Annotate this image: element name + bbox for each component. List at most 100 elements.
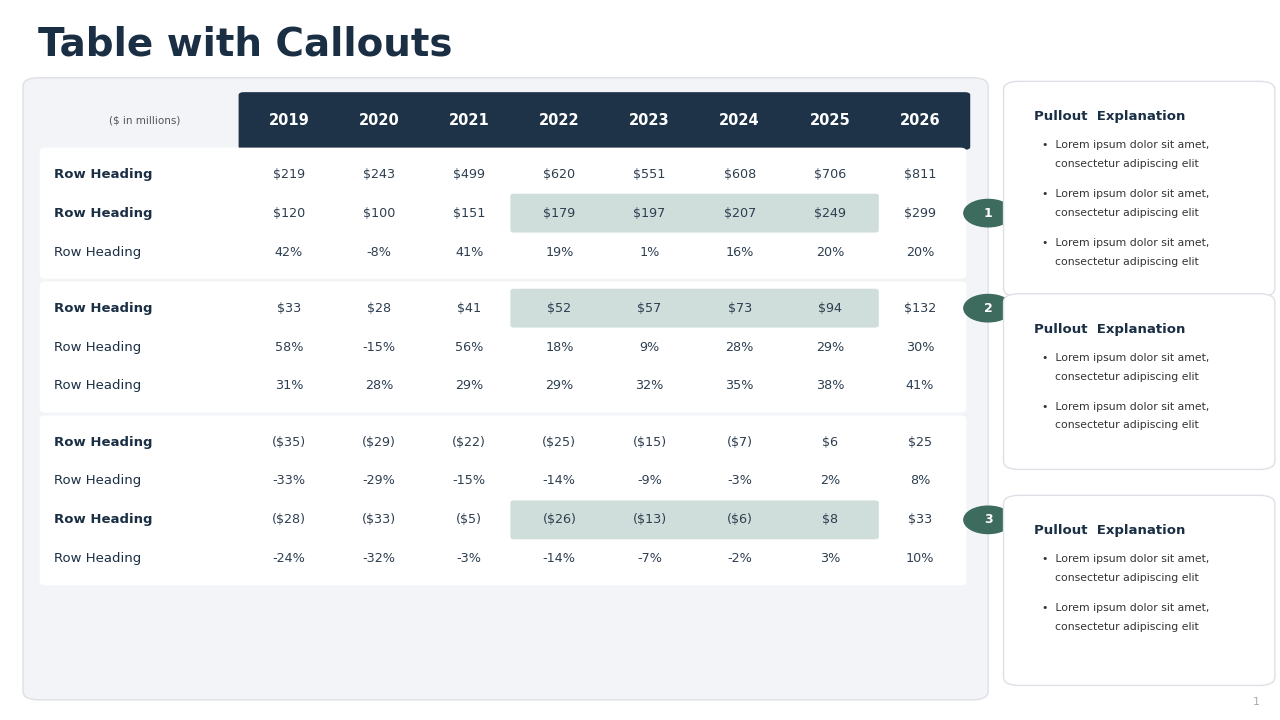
Text: 10%: 10% — [906, 552, 934, 565]
Text: $33: $33 — [276, 302, 301, 315]
Text: $33: $33 — [908, 513, 932, 526]
Text: 2024: 2024 — [719, 114, 760, 128]
FancyBboxPatch shape — [1004, 495, 1275, 685]
Text: Row Heading: Row Heading — [54, 168, 152, 181]
Text: -8%: -8% — [366, 246, 392, 258]
Text: $197: $197 — [634, 207, 666, 220]
Text: 1: 1 — [984, 207, 992, 220]
Text: 2026: 2026 — [900, 114, 941, 128]
Text: $94: $94 — [818, 302, 842, 315]
Text: Row Heading: Row Heading — [54, 207, 152, 220]
Text: -9%: -9% — [637, 474, 662, 487]
Text: 2: 2 — [984, 302, 992, 315]
Text: consectetur adipiscing elit: consectetur adipiscing elit — [1055, 159, 1198, 169]
Text: 41%: 41% — [906, 379, 934, 392]
Text: 29%: 29% — [815, 341, 844, 354]
Text: 35%: 35% — [726, 379, 754, 392]
Text: Pullout  Explanation: Pullout Explanation — [1034, 524, 1185, 537]
Text: •  Lorem ipsum dolor sit amet,: • Lorem ipsum dolor sit amet, — [1042, 353, 1210, 363]
Text: •  Lorem ipsum dolor sit amet,: • Lorem ipsum dolor sit amet, — [1042, 140, 1210, 150]
Text: -2%: -2% — [727, 552, 753, 565]
Text: consectetur adipiscing elit: consectetur adipiscing elit — [1055, 257, 1198, 267]
FancyBboxPatch shape — [40, 415, 966, 585]
Text: -7%: -7% — [637, 552, 662, 565]
Text: 2022: 2022 — [539, 114, 580, 128]
Text: 20%: 20% — [906, 246, 934, 258]
Text: ($26): ($26) — [543, 513, 576, 526]
FancyBboxPatch shape — [1004, 81, 1275, 297]
Text: $811: $811 — [904, 168, 936, 181]
Text: 31%: 31% — [275, 379, 303, 392]
Text: 2025: 2025 — [809, 114, 850, 128]
FancyBboxPatch shape — [1004, 294, 1275, 469]
Text: 1%: 1% — [639, 246, 659, 258]
Text: •  Lorem ipsum dolor sit amet,: • Lorem ipsum dolor sit amet, — [1042, 554, 1210, 564]
Text: -33%: -33% — [273, 474, 306, 487]
Text: $41: $41 — [457, 302, 481, 315]
Text: $179: $179 — [543, 207, 576, 220]
Text: consectetur adipiscing elit: consectetur adipiscing elit — [1055, 622, 1198, 632]
Text: •  Lorem ipsum dolor sit amet,: • Lorem ipsum dolor sit amet, — [1042, 189, 1210, 199]
Text: $243: $243 — [364, 168, 396, 181]
Text: $608: $608 — [723, 168, 755, 181]
Text: $219: $219 — [273, 168, 305, 181]
Text: ($33): ($33) — [362, 513, 396, 526]
Text: Row Heading: Row Heading — [54, 246, 141, 258]
Text: ($ in millions): ($ in millions) — [109, 116, 180, 126]
Text: $207: $207 — [723, 207, 755, 220]
Text: $299: $299 — [904, 207, 936, 220]
Text: Row Heading: Row Heading — [54, 302, 152, 315]
FancyBboxPatch shape — [511, 289, 879, 328]
Text: Row Heading: Row Heading — [54, 513, 152, 526]
Text: 2023: 2023 — [630, 114, 669, 128]
Text: -14%: -14% — [543, 474, 576, 487]
Text: -15%: -15% — [362, 341, 396, 354]
Text: 19%: 19% — [545, 246, 573, 258]
Text: $52: $52 — [548, 302, 571, 315]
Text: 16%: 16% — [726, 246, 754, 258]
Text: ($28): ($28) — [271, 513, 306, 526]
Text: Row Heading: Row Heading — [54, 474, 141, 487]
Text: $100: $100 — [362, 207, 396, 220]
Text: 1: 1 — [1253, 697, 1260, 707]
Text: $249: $249 — [814, 207, 846, 220]
Text: 32%: 32% — [635, 379, 664, 392]
Text: •  Lorem ipsum dolor sit amet,: • Lorem ipsum dolor sit amet, — [1042, 603, 1210, 613]
Text: ($22): ($22) — [452, 436, 486, 449]
Text: 58%: 58% — [275, 341, 303, 354]
Text: $499: $499 — [453, 168, 485, 181]
Text: 28%: 28% — [365, 379, 393, 392]
Text: -14%: -14% — [543, 552, 576, 565]
Text: 3%: 3% — [819, 552, 840, 565]
Text: ($29): ($29) — [362, 436, 396, 449]
Text: Pullout  Explanation: Pullout Explanation — [1034, 110, 1185, 123]
Text: -32%: -32% — [362, 552, 396, 565]
Text: 29%: 29% — [454, 379, 484, 392]
Text: $620: $620 — [543, 168, 576, 181]
Text: ($6): ($6) — [727, 513, 753, 526]
Text: 2020: 2020 — [358, 114, 399, 128]
Text: $28: $28 — [367, 302, 392, 315]
Text: -3%: -3% — [727, 474, 753, 487]
Text: 38%: 38% — [815, 379, 844, 392]
FancyBboxPatch shape — [511, 194, 879, 233]
Text: ($25): ($25) — [543, 436, 576, 449]
Circle shape — [964, 199, 1012, 227]
Text: ($5): ($5) — [456, 513, 483, 526]
FancyBboxPatch shape — [40, 282, 966, 413]
Text: $57: $57 — [637, 302, 662, 315]
FancyBboxPatch shape — [40, 148, 966, 279]
Text: 30%: 30% — [906, 341, 934, 354]
Text: Row Heading: Row Heading — [54, 341, 141, 354]
Text: 28%: 28% — [726, 341, 754, 354]
Text: -3%: -3% — [457, 552, 481, 565]
Text: Pullout  Explanation: Pullout Explanation — [1034, 323, 1185, 336]
Text: consectetur adipiscing elit: consectetur adipiscing elit — [1055, 208, 1198, 218]
Text: ($7): ($7) — [727, 436, 753, 449]
Text: $25: $25 — [908, 436, 932, 449]
Text: Table with Callouts: Table with Callouts — [38, 25, 453, 63]
Text: 8%: 8% — [910, 474, 931, 487]
Text: consectetur adipiscing elit: consectetur adipiscing elit — [1055, 420, 1198, 431]
FancyBboxPatch shape — [23, 78, 988, 700]
Text: Row Heading: Row Heading — [54, 379, 141, 392]
